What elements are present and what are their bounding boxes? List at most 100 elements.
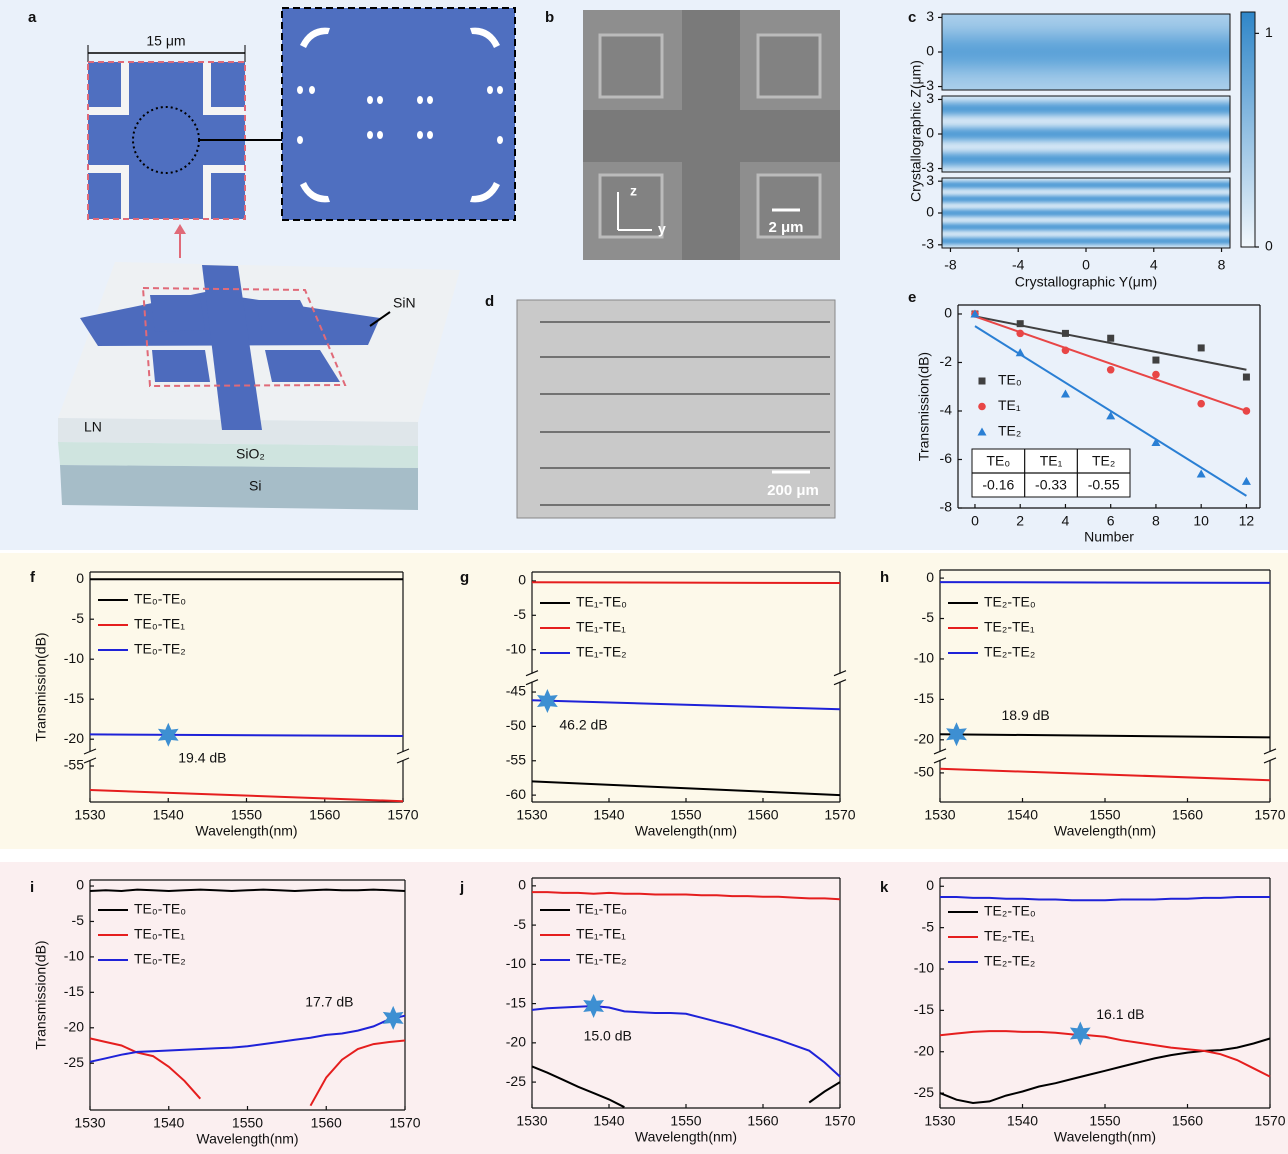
legend-label: TE₁ bbox=[998, 397, 1021, 413]
legend-label: TE₁-TE₁ bbox=[576, 619, 626, 635]
y-tick-label: 0 bbox=[926, 204, 934, 220]
panel-label: h bbox=[880, 569, 889, 586]
colorbar-tick-label: 1 bbox=[1265, 24, 1273, 40]
data-point bbox=[1107, 335, 1114, 342]
y-tick-label: -50 bbox=[506, 717, 526, 733]
y-tick-label: -55 bbox=[506, 751, 526, 767]
y-tick-label: 0 bbox=[926, 569, 934, 585]
x-tick-label: 4 bbox=[1150, 257, 1158, 273]
y-tick-label: -50 bbox=[914, 764, 934, 780]
legend-label: TE₂-TE₀ bbox=[984, 594, 1036, 610]
x-tick-label: 1530 bbox=[74, 807, 105, 823]
figure: abcdefghijk15 μmSiNLNSiO₂Sizy2 μm200 μm3… bbox=[0, 0, 1288, 1154]
series-line bbox=[940, 582, 1270, 583]
legend-label: TE₁-TE₁ bbox=[576, 926, 626, 942]
data-point bbox=[1016, 330, 1024, 338]
y-tick-label: -20 bbox=[64, 730, 84, 746]
y-tick-label: -10 bbox=[506, 955, 526, 971]
x-tick-label: 6 bbox=[1107, 513, 1115, 529]
y-tick-label: -5 bbox=[514, 916, 527, 932]
y-tick-label: 0 bbox=[926, 877, 934, 893]
y-tick-label: -6 bbox=[940, 450, 953, 466]
y-tick-label: -2 bbox=[940, 353, 953, 369]
sem-pad bbox=[600, 35, 662, 97]
y-tick-label: -20 bbox=[914, 731, 934, 747]
legend-label: TE₀-TE₀ bbox=[134, 901, 186, 917]
legend-label: TE₁-TE₀ bbox=[576, 594, 627, 610]
sin-pad bbox=[152, 350, 210, 382]
x-tick-label: 1560 bbox=[309, 807, 340, 823]
y-tick-label: 0 bbox=[926, 125, 934, 141]
legend-label: TE₀-TE₁ bbox=[134, 616, 185, 632]
x-tick-label: 1540 bbox=[593, 1113, 624, 1129]
x-tick-label: 4 bbox=[1062, 513, 1070, 529]
x-tick-label: -8 bbox=[944, 257, 957, 273]
material-label: LN bbox=[84, 419, 102, 435]
x-tick-label: -4 bbox=[1012, 257, 1025, 273]
zoom-view bbox=[282, 8, 515, 220]
data-point bbox=[1243, 374, 1250, 381]
x-tick-label: 1550 bbox=[1089, 807, 1120, 823]
x-tick-label: 1560 bbox=[1172, 807, 1203, 823]
mode-map bbox=[942, 96, 1230, 172]
data-point bbox=[1152, 371, 1160, 379]
legend-label: TE₀-TE₂ bbox=[134, 951, 186, 967]
legend-marker bbox=[979, 378, 986, 385]
table-header: TE₁ bbox=[1040, 453, 1063, 469]
y-tick-label: 0 bbox=[944, 305, 952, 321]
x-tick-label: 1570 bbox=[1254, 807, 1285, 823]
y-tick-label: -25 bbox=[64, 1054, 84, 1070]
x-tick-label: 8 bbox=[1218, 257, 1226, 273]
y-tick-label: -20 bbox=[914, 1042, 934, 1058]
colorbar-tick-label: 0 bbox=[1265, 238, 1273, 254]
x-tick-label: 1540 bbox=[153, 807, 184, 823]
sem-pad bbox=[758, 35, 820, 97]
y-tick-label: -25 bbox=[506, 1073, 526, 1089]
sem-arm bbox=[583, 110, 840, 162]
panel-label: j bbox=[459, 879, 464, 896]
panel-label: c bbox=[908, 9, 916, 26]
x-axis-title: Wavelength(nm) bbox=[635, 823, 737, 839]
legend-label: TE₂-TE₂ bbox=[984, 644, 1035, 660]
annotation-label: 17.7 dB bbox=[305, 994, 353, 1010]
si-front bbox=[60, 465, 418, 510]
y-tick-label: -5 bbox=[514, 606, 527, 622]
x-tick-label: 1560 bbox=[1172, 1113, 1203, 1129]
axis-label: y bbox=[658, 221, 666, 237]
panel-label: d bbox=[485, 293, 494, 310]
x-tick-label: 1540 bbox=[153, 1115, 184, 1131]
y-tick-label: -45 bbox=[506, 683, 526, 699]
x-tick-label: 1540 bbox=[593, 807, 624, 823]
y-tick-label: -25 bbox=[914, 1084, 934, 1100]
x-axis-title: Wavelength(nm) bbox=[195, 823, 297, 839]
x-axis-title: Wavelength(nm) bbox=[1054, 823, 1156, 839]
y-tick-label: -15 bbox=[506, 994, 526, 1010]
y-tick-label: 0 bbox=[76, 877, 84, 893]
x-tick-label: 1570 bbox=[824, 1113, 855, 1129]
background-middle bbox=[0, 553, 1288, 849]
annotation-label: 46.2 dB bbox=[559, 717, 607, 733]
table-header: TE₂ bbox=[1092, 453, 1115, 469]
x-axis-title: Number bbox=[1084, 529, 1134, 545]
x-tick-label: 1530 bbox=[516, 807, 547, 823]
x-tick-label: 1570 bbox=[387, 807, 418, 823]
y-tick-label: 0 bbox=[76, 570, 84, 586]
x-axis-title: Wavelength(nm) bbox=[635, 1129, 737, 1145]
table-cell: -0.16 bbox=[982, 477, 1014, 493]
scale-label: 15 μm bbox=[146, 33, 185, 49]
panel-label: k bbox=[880, 879, 889, 896]
x-tick-label: 1560 bbox=[311, 1115, 342, 1131]
x-tick-label: 12 bbox=[1239, 513, 1255, 529]
y-tick-label: -15 bbox=[64, 983, 84, 999]
table-cell: -0.55 bbox=[1088, 477, 1120, 493]
x-tick-label: 1550 bbox=[670, 807, 701, 823]
y-tick-label: 0 bbox=[518, 572, 526, 588]
material-label: SiO₂ bbox=[236, 446, 265, 462]
legend-label: TE₀-TE₀ bbox=[134, 591, 186, 607]
x-tick-label: 1540 bbox=[1007, 1113, 1038, 1129]
x-tick-label: 1560 bbox=[747, 807, 778, 823]
y-tick-label: 3 bbox=[926, 172, 934, 188]
legend-label: TE₂-TE₁ bbox=[984, 928, 1035, 944]
y-axis-title: Transmission(dB) bbox=[33, 940, 49, 1049]
y-tick-label: -15 bbox=[914, 1001, 934, 1017]
